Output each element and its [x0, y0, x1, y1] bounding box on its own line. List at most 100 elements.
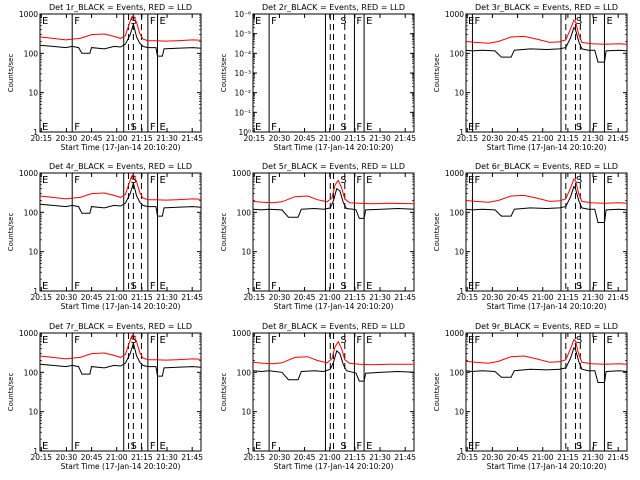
panel-title: Det 8r_BLACK = Events, RED = LLD [262, 322, 405, 331]
y-tick-label: 10⁻⁵ [234, 30, 251, 39]
mode-marker-bottom: F [474, 441, 480, 452]
x-tick-label: 20:30 [56, 293, 78, 302]
mode-marker-top: E [468, 335, 474, 346]
x-axis-label: Start Time (17-Jan-14 20:10:20) [61, 143, 181, 152]
mode-marker-bottom: E [160, 281, 166, 292]
x-tick-label: 21:15 [344, 293, 366, 302]
events-series-line [252, 187, 415, 219]
panel-2: Det 2r_BLACK = Events, RED = LLD 10⁰ 10⁻¹ 1… [220, 3, 416, 152]
x-tick-label: 20:15 [456, 453, 478, 462]
mode-marker-bottom: S [576, 281, 582, 292]
x-tick-label: 21:45 [607, 134, 629, 143]
y-tick-label: 10⁻⁶ [234, 10, 251, 19]
mode-marker-top: F [271, 175, 277, 186]
mode-marker-bottom: F [474, 122, 480, 133]
panel-1: Det 1r_BLACK = Events, RED = LLD 1 10 100 10… [7, 3, 203, 152]
mode-marker-bottom: E [468, 122, 474, 133]
x-tick-label: 20:30 [269, 134, 291, 143]
mode-marker-top: S [576, 175, 582, 186]
y-tick-label: 1000 [445, 329, 464, 338]
x-tick-label: 21:30 [156, 293, 178, 302]
x-tick-label: 21:15 [131, 134, 153, 143]
x-tick-label: 21:15 [344, 134, 366, 143]
x-tick-label: 20:45 [81, 293, 103, 302]
y-tick-label: 10⁻³ [234, 69, 251, 78]
panel-5: Det 5r_BLACK = Events, RED = LLD 1 10 100 10… [220, 162, 416, 311]
mode-marker-top: S [131, 335, 137, 346]
y-tick-label: 100 [24, 208, 39, 217]
x-tick-label: 21:00 [319, 134, 341, 143]
x-tick-label: 20:45 [507, 453, 529, 462]
x-tick-label: 21:45 [394, 134, 416, 143]
panel-7: Det 7r_BLACK = Events, RED = LLD 1 10 100 10… [7, 322, 203, 471]
x-tick-label: 20:45 [81, 134, 103, 143]
mode-marker-bottom: E [160, 441, 166, 452]
mode-marker-top: F [474, 335, 480, 346]
mode-marker-top: F [74, 335, 80, 346]
mode-marker-bottom: S [131, 281, 137, 292]
panel-title: Det 6r_BLACK = Events, RED = LLD [475, 162, 618, 171]
mode-marker-bottom: E [42, 122, 48, 133]
x-tick-label: 20:15 [30, 134, 52, 143]
mode-marker-top: S [340, 335, 346, 346]
mode-marker-top: E [42, 16, 48, 27]
plot-frame [39, 332, 202, 452]
x-tick-label: 21:45 [394, 293, 416, 302]
mode-marker-bottom: E [606, 281, 612, 292]
plot-frame [39, 13, 202, 133]
mode-marker-bottom: F [271, 441, 277, 452]
y-tick-label: 10⁻¹ [234, 108, 251, 117]
mode-marker-top: F [474, 175, 480, 186]
y-axis-label: Counts/sec [220, 213, 228, 252]
events-series-line [39, 341, 202, 377]
y-tick-label: 1000 [445, 169, 464, 178]
mode-marker-top: F [150, 175, 156, 186]
y-axis-label: Counts/sec [433, 54, 441, 93]
x-tick-label: 21:45 [607, 453, 629, 462]
mode-marker-top: E [160, 16, 166, 27]
mode-marker-bottom: S [576, 122, 582, 133]
x-tick-label: 21:30 [582, 453, 604, 462]
x-axis-label: Start Time (17-Jan-14 20:10:20) [487, 143, 607, 152]
x-tick-label: 20:30 [482, 293, 504, 302]
mode-marker-top: S [340, 16, 346, 27]
x-tick-label: 20:45 [294, 453, 316, 462]
y-tick-label: 100 [24, 368, 39, 377]
mode-marker-bottom: E [468, 281, 474, 292]
x-tick-label: 20:45 [507, 134, 529, 143]
x-tick-label: 20:15 [243, 293, 265, 302]
mode-marker-top: F [271, 16, 277, 27]
y-tick-label: 1 [33, 128, 38, 137]
mode-marker-bottom: F [592, 122, 598, 133]
mode-marker-top: F [74, 175, 80, 186]
mode-marker-top: S [576, 335, 582, 346]
x-tick-label: 21:30 [156, 134, 178, 143]
mode-marker-top: E [42, 335, 48, 346]
y-axis-label: Counts/sec [7, 213, 15, 252]
y-axis-label: Counts/sec [7, 54, 15, 93]
x-tick-label: 20:15 [456, 293, 478, 302]
mode-marker-bottom: E [160, 122, 166, 133]
plot-frame [465, 13, 628, 133]
x-tick-label: 20:45 [81, 453, 103, 462]
lld-series-line [39, 173, 202, 201]
mode-marker-bottom: F [356, 441, 362, 452]
y-tick-label: 1000 [445, 10, 464, 19]
y-tick-label: 10 [241, 408, 251, 417]
x-tick-label: 21:15 [557, 293, 579, 302]
x-tick-label: 21:30 [369, 134, 391, 143]
mode-marker-bottom: E [255, 281, 261, 292]
lld-series-line [252, 340, 414, 366]
x-tick-label: 21:15 [557, 453, 579, 462]
mode-marker-bottom: E [606, 441, 612, 452]
panel-4: Det 4r_BLACK = Events, RED = LLD 1 10 100 10… [7, 162, 203, 311]
mode-marker-bottom: S [576, 441, 582, 452]
lld-series-line [465, 178, 628, 204]
x-tick-label: 20:30 [269, 453, 291, 462]
mode-marker-bottom: S [131, 122, 137, 133]
y-tick-label: 10⁰ [238, 128, 251, 137]
mode-marker-bottom: F [356, 281, 362, 292]
y-tick-label: 1 [33, 447, 38, 456]
y-tick-label: 1 [459, 447, 464, 456]
x-axis-label: Start Time (17-Jan-14 20:10:20) [274, 143, 394, 152]
